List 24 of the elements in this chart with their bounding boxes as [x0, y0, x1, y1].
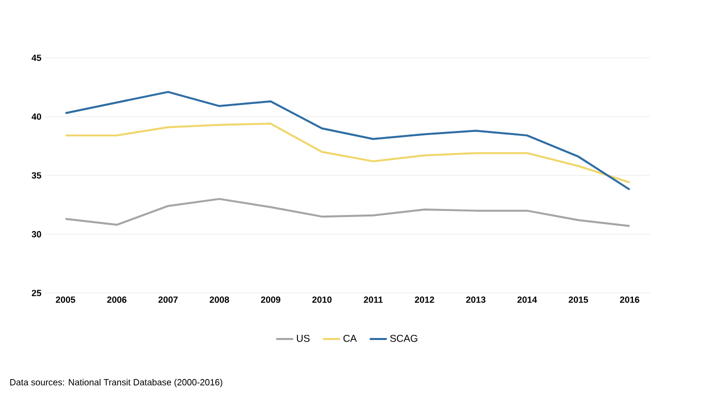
x-tick-label: 2016 — [620, 296, 640, 303]
x-tick-label: 2011 — [364, 296, 383, 303]
x-tick-label: 2015 — [568, 296, 588, 303]
y-tick-label: 45 — [32, 54, 42, 61]
line-series — [64, 122, 631, 184]
line-series — [64, 90, 631, 191]
x-tick-label: 2013 — [466, 296, 486, 303]
y-tick-label: 40 — [32, 113, 42, 120]
x-tick-label: 2005 — [56, 296, 76, 303]
line-series — [64, 198, 631, 227]
y-tick-label: 35 — [32, 172, 42, 179]
x-tick-label: 2010 — [312, 296, 332, 303]
y-tick-label: 25 — [32, 290, 42, 296]
y-tick-label: 30 — [32, 231, 42, 238]
legend-label: SCAG — [390, 334, 418, 342]
legend-label: CA — [343, 334, 357, 342]
legend-label: US — [296, 334, 310, 342]
x-tick-label: 2009 — [261, 296, 280, 303]
x-tick-label: 2014 — [517, 296, 538, 303]
x-tick-label: 2006 — [107, 296, 126, 303]
x-tick-label: 2008 — [210, 296, 230, 303]
x-tick-label: 2012 — [414, 296, 434, 303]
x-tick-label: 2007 — [158, 296, 178, 303]
text: Data sources: National Transit Database (2000-2016) — [10, 378, 222, 388]
